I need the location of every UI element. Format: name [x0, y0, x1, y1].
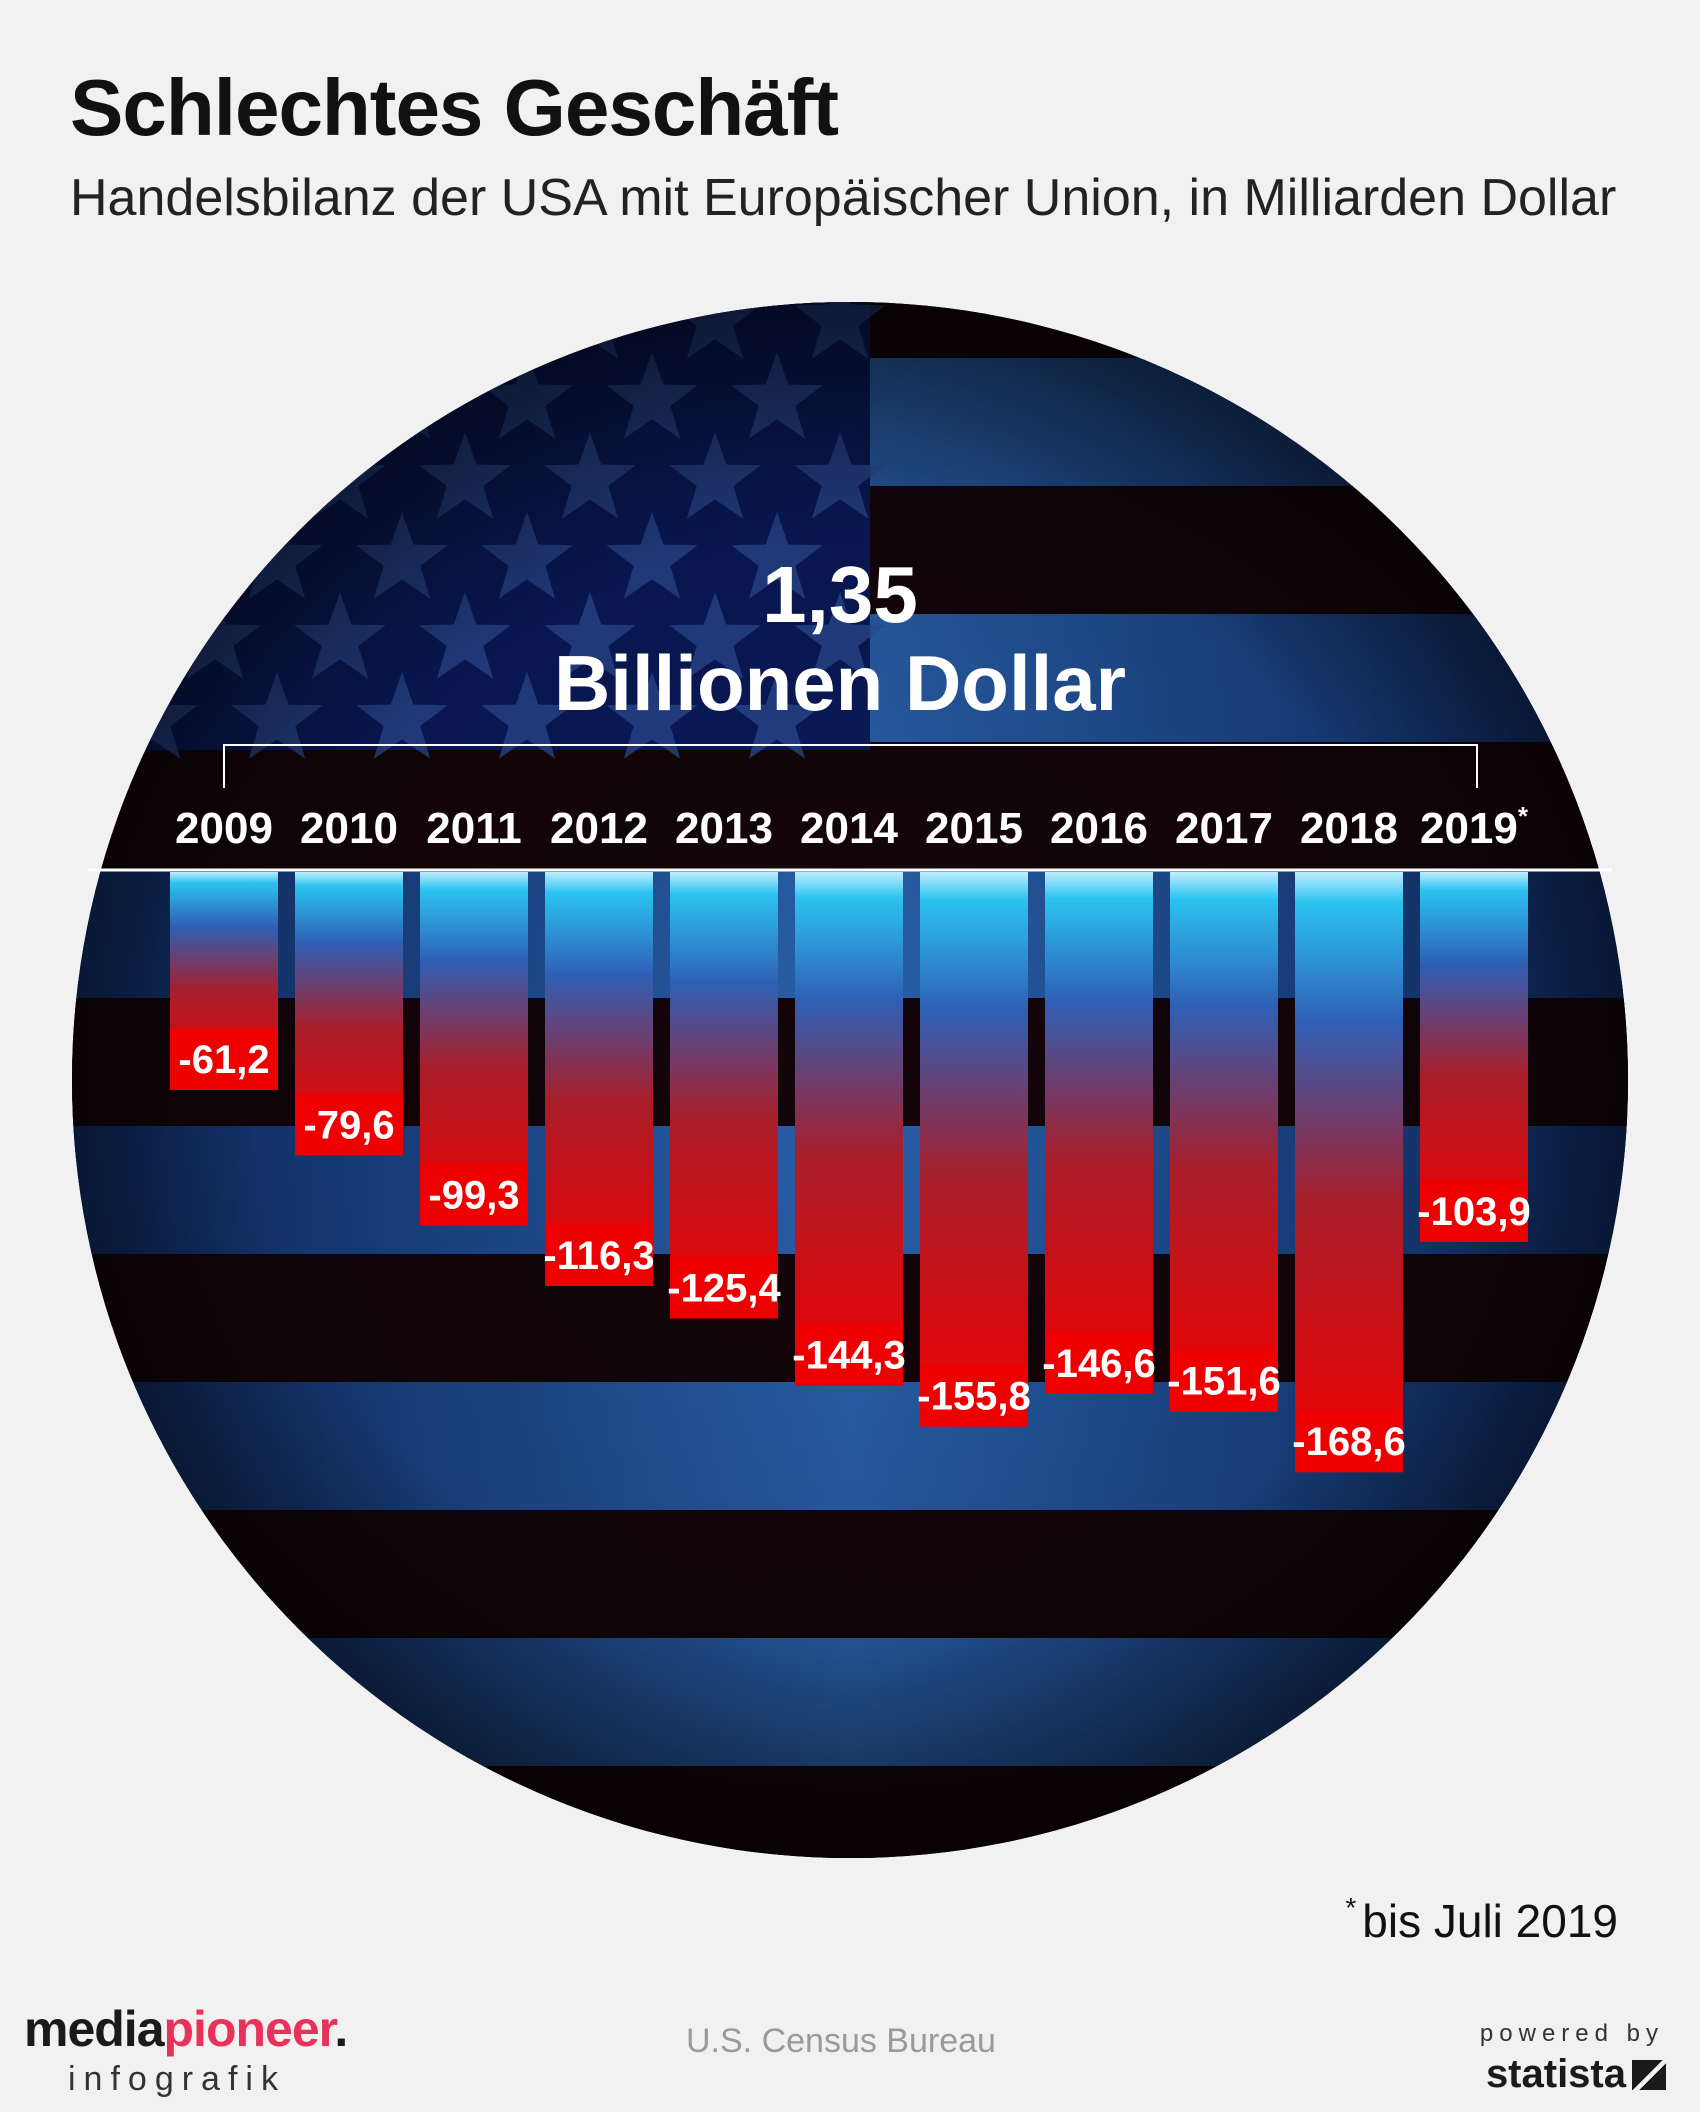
bar-value-label: -61,2 [178, 1038, 269, 1082]
footnote: * bis Juli 2019 [1345, 1892, 1618, 1948]
headline-number: 1,35 [762, 550, 918, 639]
flag-star-icon [106, 512, 198, 599]
bar-2016 [1045, 872, 1153, 1394]
bar-value-label: -151,6 [1167, 1360, 1280, 1404]
year-label: 2012 [550, 804, 648, 853]
page-title: Schlechtes Geschäft [70, 63, 839, 152]
bar-value-label: -116,3 [543, 1234, 654, 1278]
footnote-text: bis Juli 2019 [1362, 1895, 1618, 1947]
bar-label-background [420, 1163, 528, 1226]
bar-value-label: -144,3 [792, 1334, 905, 1378]
bar-label-background [1420, 1179, 1528, 1242]
bar-label-background [1045, 1331, 1153, 1394]
bar-label-background [545, 1224, 653, 1287]
headline-unit: Billionen Dollar [554, 639, 1126, 727]
page-subtitle: Handelsbilanz der USA mit Europäischer U… [70, 169, 1617, 227]
bar-value-label: -146,6 [1042, 1342, 1155, 1386]
year-label: 2010 [300, 804, 398, 853]
bar-value-label: -125,4 [667, 1266, 781, 1310]
trade-balance-chart: 1,35 Billionen Dollar 2009 2010 2011 2012 20… [72, 302, 1628, 1858]
year-label: 2018 [1300, 804, 1398, 853]
bar-value-label: -103,9 [1417, 1190, 1530, 1234]
bar-label-background [920, 1364, 1028, 1427]
flag-star-icon [294, 302, 386, 359]
bar-label-background [170, 1027, 278, 1090]
headline-bracket [223, 744, 1478, 788]
brand-subtitle: infografik [68, 2060, 286, 2098]
bar-2017 [1170, 872, 1278, 1412]
year-label: 2013 [675, 804, 773, 853]
bar-2012 [545, 872, 653, 1287]
bar-label-background [795, 1323, 903, 1386]
statista-name: statista [1485, 2052, 1626, 2096]
year-labels: 2009 2010 2011 2012 2013 2014 2015 2016 2017 2018… [175, 801, 1529, 853]
year-label: 2016 [1050, 804, 1148, 853]
powered-by-text: powered by [1479, 2020, 1664, 2047]
footnote-marker: * [1345, 1892, 1357, 1923]
year-label: 2009 [175, 804, 273, 853]
year-label: 2011 [426, 804, 521, 853]
year-label: 2017 [1175, 804, 1273, 853]
flag-star-icon [106, 352, 198, 439]
bar-value-label: -79,6 [303, 1103, 394, 1147]
bar-2013 [670, 872, 778, 1319]
flag-star-icon [72, 432, 136, 519]
year-label: 2019* [1420, 801, 1529, 853]
bar-value-label: -155,8 [917, 1375, 1030, 1419]
bar-2014 [795, 872, 903, 1386]
flag-star-icon [231, 352, 323, 439]
bar-label-background [1295, 1410, 1403, 1473]
bar-label-background [295, 1093, 403, 1156]
statista-mark-icon [1632, 2059, 1666, 2090]
bars: -61,2-79,6-99,3-116,3-125,4-144,3-155,8-… [170, 872, 1531, 1473]
bar-2018 [1295, 872, 1403, 1473]
statista-logo: statista [1486, 2052, 1666, 2097]
flag-star-icon [419, 302, 511, 359]
flag-star-icon [169, 432, 261, 519]
year-label: 2014 [800, 804, 898, 853]
bar-label-background [670, 1256, 778, 1319]
bar-label-background [1170, 1349, 1278, 1412]
flag-star-icon [72, 302, 136, 359]
brand-logo: mediapioneer. [24, 2000, 348, 2058]
year-label: 2015 [925, 804, 1023, 853]
flag-star-icon [169, 302, 261, 359]
flag-star-icon [72, 592, 136, 679]
bar-2015 [920, 872, 1028, 1427]
source-text: U.S. Census Bureau [686, 2022, 996, 2060]
bar-value-label: -168,6 [1292, 1420, 1405, 1464]
bar-value-label: -99,3 [428, 1174, 519, 1218]
brand-name: mediapioneer. [24, 2001, 348, 2057]
